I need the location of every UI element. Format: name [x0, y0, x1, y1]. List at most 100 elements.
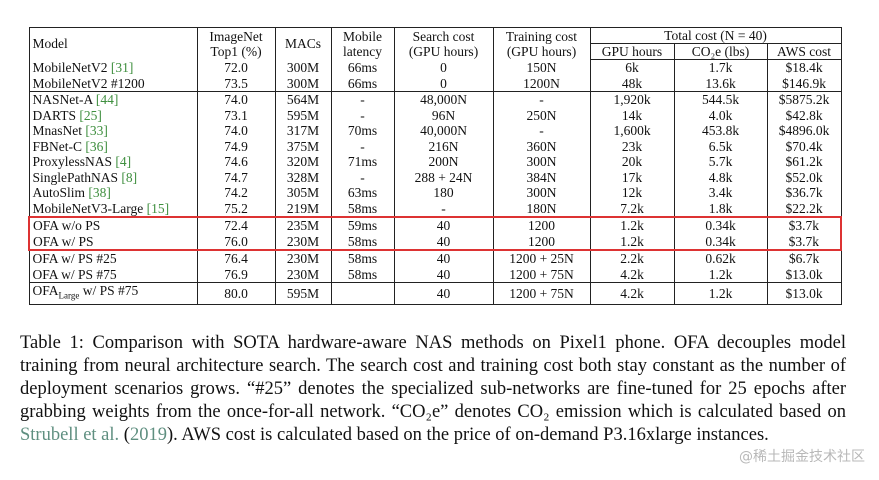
table-cell: 200N: [393, 154, 494, 170]
table-cell: 595M: [274, 282, 332, 306]
model-cell: OFALarge w/ PS #75: [28, 282, 198, 306]
table-cell: 76.9: [196, 266, 276, 283]
model-cell: OFA w/ PS: [28, 233, 198, 251]
table-cell: 66ms: [330, 75, 395, 92]
table-cell: $146.9k: [766, 75, 842, 92]
model-name: MobileNetV2 #1200: [32, 75, 145, 91]
table-cell: 40: [393, 266, 494, 283]
table-cell: 1.2k: [589, 216, 675, 234]
table-cell: 230M: [274, 250, 332, 267]
table-cell: -: [330, 138, 395, 154]
table-cell: 4.2k: [589, 266, 675, 283]
table-cell: 1200: [492, 216, 591, 234]
table-cell: 1,600k: [589, 123, 675, 139]
table-cell: 58ms: [330, 200, 395, 218]
model-cell: DARTS [25]: [28, 107, 198, 123]
table-cell: 1.2k: [673, 282, 768, 306]
table-head: Model ImageNet Top1 (%) MACs Mobile late…: [28, 27, 842, 60]
citation-year[interactable]: 2019: [129, 425, 167, 445]
table-row: MobileNetV3-Large [15] 75.2 219M 58ms -180N 7…: [28, 200, 842, 218]
citation-link[interactable]: Strubell et al.: [20, 425, 120, 445]
table-cell: 216N: [393, 138, 494, 154]
table-cell: 4.2k: [589, 282, 675, 306]
header-total: Total cost (N = 40): [589, 27, 842, 44]
reference[interactable]: [44]: [95, 92, 119, 107]
table-cell: 300N: [492, 185, 591, 201]
table-cell: 74.0: [196, 91, 276, 108]
table-cell: 40,000N: [393, 123, 494, 139]
table-cell: $61.2k: [766, 154, 842, 170]
caption: Table 1: Comparison with SOTA hardware-a…: [20, 332, 846, 447]
table-cell: 74.6: [196, 154, 276, 170]
table-cell: 1200 + 75N: [492, 266, 591, 283]
model-name: OFA w/ PS: [33, 233, 94, 249]
table-cell: 58ms: [330, 250, 395, 267]
table-row: MnasNet [33] 74.0 317M 70ms 40,000N -1,600k 45…: [28, 123, 842, 139]
table-cell: 13.6k: [673, 75, 768, 92]
reference[interactable]: [4]: [115, 154, 132, 169]
table-cell: 288 + 24N: [393, 169, 494, 185]
reference[interactable]: [33]: [85, 123, 108, 138]
table-cell: 23k: [589, 138, 675, 154]
model-subscript: Large: [58, 290, 80, 301]
reference[interactable]: [31]: [110, 59, 134, 75]
table-cell: 1200 + 25N: [492, 250, 591, 267]
table-cell: $5875.2k: [766, 91, 842, 108]
table-cell: 59ms: [330, 216, 395, 234]
model-name: FBNet-C: [32, 138, 83, 154]
model-cell: OFA w/o PS: [28, 216, 198, 234]
table-row: OFA w/o PS 72.4 235M 59ms 40 1200 1.2k 0.34k $3.…: [28, 216, 843, 234]
reference[interactable]: [38]: [88, 185, 111, 200]
table-cell: 219M: [274, 200, 332, 218]
table-cell: 48,000N: [393, 91, 494, 108]
table-cell: 305M: [274, 185, 332, 201]
table-cell: 1.8k: [673, 200, 768, 218]
model-cell: MobileNetV2 #1200: [28, 75, 198, 92]
table-cell: 74.9: [196, 138, 276, 154]
table-cell: 5.7k: [673, 154, 768, 170]
caption-text: Table 1: Comparison with SOTA hardware-a…: [20, 333, 846, 422]
table-cell: 150N: [492, 59, 591, 76]
table-cell: 230M: [274, 233, 332, 251]
table-cell: -: [330, 91, 395, 108]
table-cell: 17k: [589, 169, 675, 185]
model-cell: AutoSlim [38]: [28, 185, 198, 201]
table-cell: 2.2k: [589, 250, 675, 267]
table-cell: 40: [393, 233, 494, 251]
table-cell: 48k: [589, 75, 675, 92]
table-cell: 6k: [589, 59, 675, 76]
model-name: OFA w/ PS #25: [32, 251, 117, 266]
table-row: OFALarge w/ PS #75 80.0 595M 40 1200 + 75N 4.…: [28, 282, 842, 306]
model-name: OFA w/o PS: [33, 218, 101, 233]
table-cell: 63ms: [330, 185, 395, 201]
reference[interactable]: [36]: [85, 138, 108, 154]
table-cell: 0.62k: [673, 250, 768, 267]
caption-text: ). AWS cost is calculated based on the p…: [166, 425, 769, 445]
table-cell: 300N: [492, 154, 591, 170]
table-cell: 96N: [393, 107, 494, 123]
reference[interactable]: [25]: [79, 107, 102, 123]
table-cell: 4.8k: [673, 169, 768, 185]
subheader: AWS cost: [766, 43, 842, 60]
table-cell: 40: [393, 216, 494, 234]
table-cell: 1200N: [492, 75, 591, 92]
table-cell: $3.7k: [766, 233, 843, 251]
table-cell: 1.7k: [673, 59, 768, 76]
table-cell: 76.4: [196, 250, 276, 267]
table-cell: $42.8k: [766, 107, 842, 123]
table-cell: $6.7k: [766, 250, 842, 267]
table-cell: 544.5k: [673, 91, 768, 108]
table-row: MobileNetV2 [31] 72.0 300M 66ms 0 150N 6k 1.7k $…: [28, 59, 842, 76]
table-row: OFA w/ PS 76.0 230M 58ms 40 1200 1.2k 0.34k $3.7…: [28, 233, 843, 251]
table-row: SinglePathNAS [8] 74.7 328M -288 + 24N 384N 1…: [28, 169, 842, 185]
table-cell: $52.0k: [766, 169, 842, 185]
reference[interactable]: [8]: [121, 169, 138, 185]
model-cell: MnasNet [33]: [28, 123, 198, 139]
table-cell: 71ms: [330, 154, 395, 170]
table-row: OFA w/ PS #25 76.4 230M 58ms 40 1200 + 25N 2.2…: [28, 250, 842, 267]
table-row: MobileNetV2 #1200 73.5 300M 66ms 0 1200N 48k 13…: [28, 75, 842, 92]
table-cell: 564M: [274, 91, 332, 108]
reference[interactable]: [15]: [146, 200, 170, 216]
model-name: OFA: [32, 283, 59, 298]
model-name: MnasNet: [32, 123, 83, 138]
